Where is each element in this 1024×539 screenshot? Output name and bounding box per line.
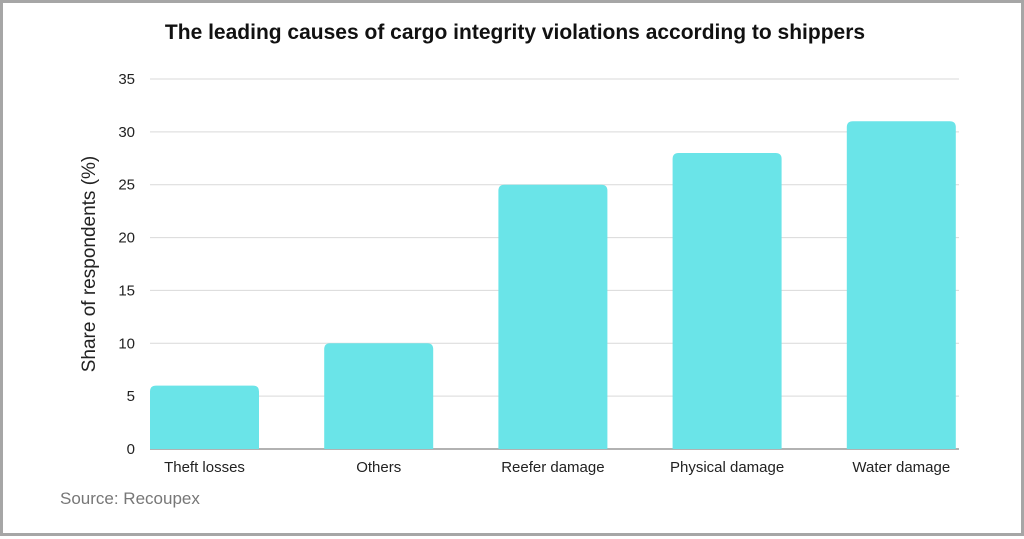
y-tick-label: 35 xyxy=(118,71,135,88)
bar-water-damage xyxy=(846,121,956,450)
bar-chart: 0 5 10 15 20 25 30 35 Theft losses Others Reefer … xyxy=(79,71,959,476)
y-axis-ticks: 0 5 10 15 20 25 30 35 xyxy=(118,71,135,458)
y-tick-label: 30 xyxy=(118,124,135,141)
source-note: Source: Recoupex xyxy=(60,489,200,508)
chart-title: The leading causes of cargo integrity vi… xyxy=(164,21,866,44)
x-category-label: Theft losses xyxy=(164,459,245,476)
x-category-label: Water damage xyxy=(852,459,950,476)
bar-reefer-damage xyxy=(498,184,608,449)
bar-others xyxy=(324,343,434,449)
x-category-label: Reefer damage xyxy=(501,459,604,476)
bar-theft-losses xyxy=(150,385,259,449)
y-tick-label: 0 xyxy=(127,441,135,458)
y-tick-label: 5 xyxy=(127,388,135,405)
x-axis-categories: Theft losses Others Reefer damage Physical … xyxy=(164,459,950,476)
y-tick-label: 25 xyxy=(118,177,135,194)
x-category-label: Physical damage xyxy=(670,459,784,476)
y-tick-label: 15 xyxy=(118,282,135,299)
y-tick-label: 20 xyxy=(118,230,135,247)
bars xyxy=(150,121,956,450)
bar-physical-damage xyxy=(672,153,782,449)
y-axis-label: Share of respondents (%) xyxy=(79,156,100,373)
x-category-label: Others xyxy=(356,459,401,476)
y-tick-label: 10 xyxy=(118,335,135,352)
